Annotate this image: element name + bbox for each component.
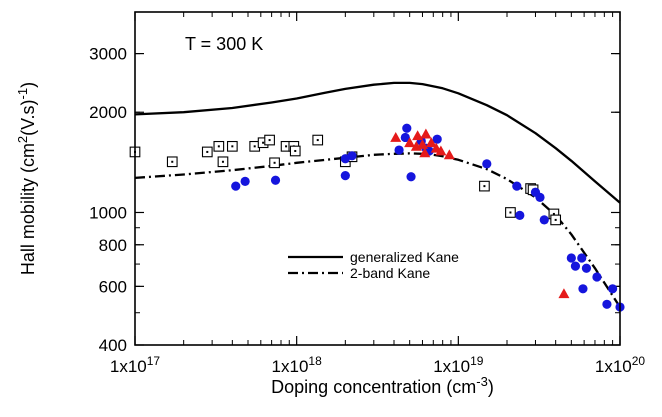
circle-point [340, 154, 350, 164]
legend-label-2-band-kane: 2-band Kane [350, 265, 430, 281]
x-axis-title-tail: ) [488, 377, 494, 397]
circle-point [535, 192, 545, 202]
square-point-dot [171, 160, 174, 163]
x-axis-title: Doping concentration (cm-3) [271, 374, 494, 397]
triangle-point [425, 137, 437, 148]
square-point-dot [253, 145, 256, 148]
circle-point [539, 215, 549, 225]
x-tick-label: 1x1017 [110, 354, 161, 376]
triangle-point [404, 137, 416, 148]
y-tick-label: 600 [99, 277, 127, 296]
circle-point [240, 176, 250, 186]
circle-point [592, 272, 602, 282]
y-axis-title-sup2: -1 [15, 88, 30, 100]
circle-point [231, 181, 241, 191]
circle-point [577, 253, 587, 263]
y-tick-label: 800 [99, 236, 127, 255]
square-point-dot [231, 145, 234, 148]
square-point-dot [552, 212, 555, 215]
2-band-kane-line [134, 152, 621, 308]
square-point-dot [206, 150, 209, 153]
circle-point [482, 159, 492, 169]
square-point-dot [554, 218, 557, 221]
x-axis-title-sup: -3 [476, 374, 488, 389]
square-point-dot [217, 145, 220, 148]
circle-point [515, 210, 525, 221]
tick-marks [134, 11, 621, 346]
y-axis-title-c: ) [18, 82, 38, 88]
square-point-dot [273, 161, 276, 164]
square-point-dot [285, 145, 288, 148]
y-tick-label: 400 [99, 336, 127, 355]
y-tick-label: 2000 [89, 103, 127, 122]
square-point-dot [483, 185, 486, 188]
circle-point [400, 132, 410, 143]
y-axis-title-a: Hall mobility (cm [18, 143, 38, 275]
triangle-point [558, 288, 570, 299]
y-tick-label: 1000 [89, 203, 127, 222]
generalized-kane-line [134, 81, 621, 204]
plot-frame [134, 11, 621, 346]
y-axis-title-b: (V.s) [18, 99, 38, 135]
square-point-dot [294, 149, 297, 152]
circle-point [581, 263, 592, 273]
triangle-point [435, 145, 447, 156]
circle-point [432, 134, 442, 144]
square-point-dot [316, 139, 319, 142]
circle-point [608, 284, 618, 294]
square-point-dot [509, 211, 512, 214]
triangle-point [443, 149, 455, 160]
triangle-point [419, 147, 431, 158]
triangle-point [420, 128, 432, 139]
circle-point [602, 299, 612, 309]
tick-labels: 1x1017 1x1018 1x1019 1x1020 400 600 800 1000 200… [89, 45, 645, 376]
circle-point [578, 284, 588, 294]
circle-point [512, 181, 522, 191]
circle-point [270, 175, 281, 185]
temperature-annotation: T = 300 K [185, 34, 263, 54]
legend-label-generalized-kane: generalized Kane [350, 249, 459, 265]
triangle-point [390, 131, 402, 142]
x-axis-title-base: Doping concentration (cm [271, 377, 476, 397]
y-axis-title-sup1: 2 [15, 136, 30, 143]
circle-point [566, 253, 576, 263]
x-tick-label: 1x1018 [272, 354, 323, 376]
y-axis-title: Hall mobility (cm2(V.s)-1) [15, 82, 38, 275]
x-tick-label: 1x1020 [595, 354, 646, 376]
circle-point [570, 261, 581, 271]
x-tick-label: 1x1019 [433, 354, 484, 376]
y-tick-label: 3000 [89, 45, 127, 64]
square-point-dot [268, 139, 271, 142]
circle-point [402, 123, 412, 133]
square-point-dot [221, 160, 224, 163]
circle-point [394, 145, 404, 155]
circle-point [340, 171, 350, 181]
triangle-point [412, 130, 424, 141]
triangle-point [416, 139, 428, 149]
circle-point [406, 172, 416, 182]
square-point-dot [262, 141, 265, 144]
marker-layer [129, 123, 625, 312]
